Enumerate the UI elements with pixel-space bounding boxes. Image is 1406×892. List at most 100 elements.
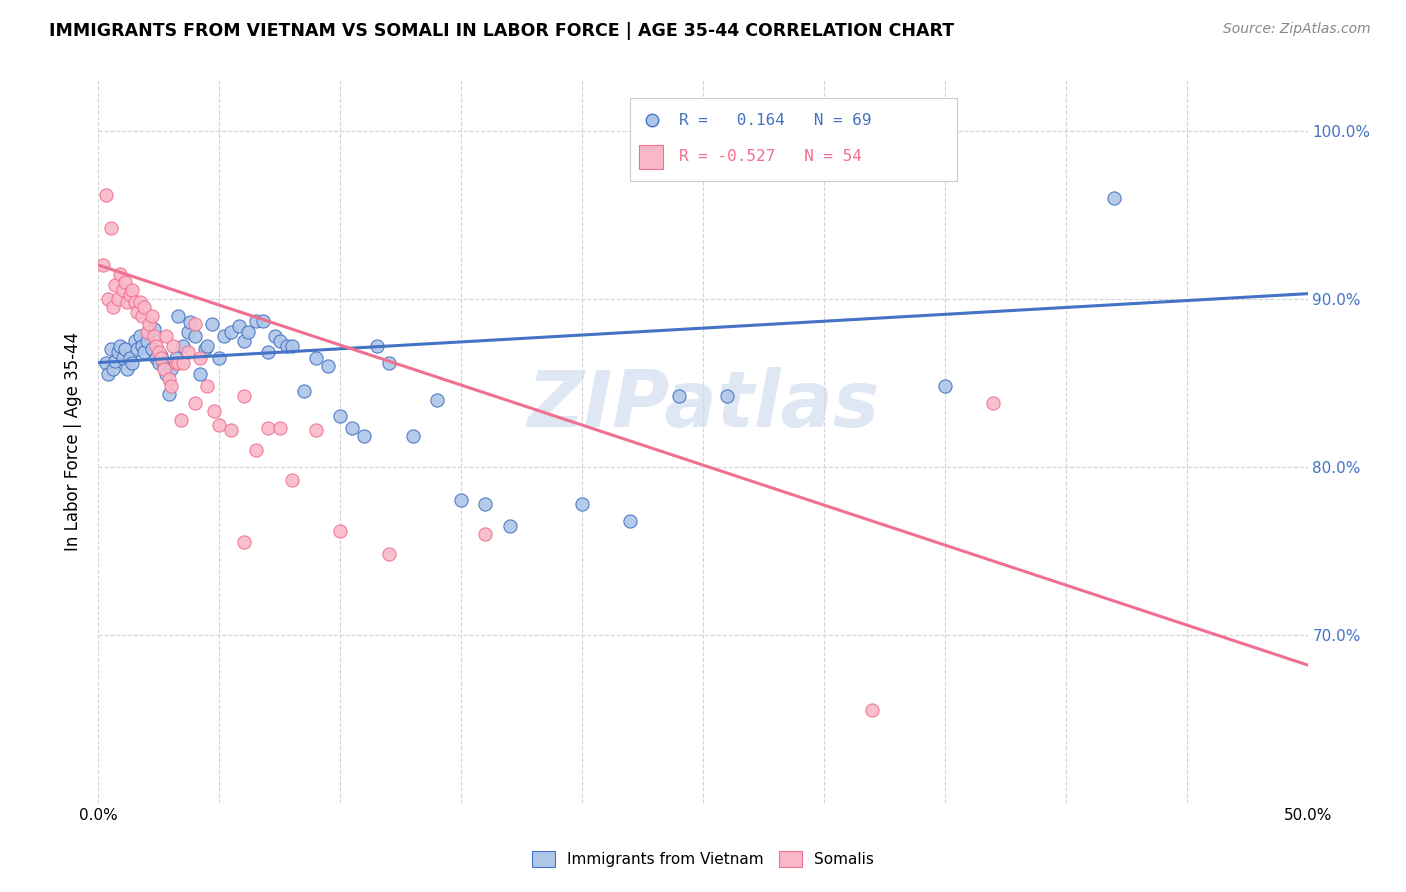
Y-axis label: In Labor Force | Age 35-44: In Labor Force | Age 35-44 bbox=[65, 332, 83, 551]
Point bbox=[124, 295, 146, 310]
Point bbox=[94, 187, 117, 202]
Point bbox=[157, 372, 180, 386]
Point bbox=[184, 317, 207, 331]
Point bbox=[131, 309, 153, 323]
Point bbox=[135, 326, 157, 340]
Point bbox=[100, 342, 122, 356]
Point bbox=[114, 342, 136, 356]
Point bbox=[141, 342, 163, 356]
Point bbox=[141, 309, 163, 323]
Point bbox=[111, 351, 134, 365]
Point bbox=[201, 317, 224, 331]
Point bbox=[143, 328, 166, 343]
Point bbox=[127, 342, 149, 356]
Point bbox=[450, 493, 472, 508]
Point bbox=[148, 345, 170, 359]
FancyBboxPatch shape bbox=[630, 98, 957, 181]
Point bbox=[316, 359, 339, 373]
Point bbox=[121, 283, 143, 297]
Point bbox=[94, 355, 117, 369]
Point bbox=[121, 355, 143, 369]
Point bbox=[97, 368, 120, 382]
Point bbox=[245, 442, 267, 457]
Point bbox=[1102, 191, 1125, 205]
Point bbox=[131, 339, 153, 353]
Point bbox=[402, 429, 425, 443]
Point bbox=[160, 379, 183, 393]
Point bbox=[208, 351, 231, 365]
Point bbox=[238, 326, 260, 340]
Point bbox=[135, 334, 157, 348]
Point bbox=[195, 379, 218, 393]
Point bbox=[474, 527, 496, 541]
Point bbox=[184, 396, 207, 410]
Point bbox=[366, 339, 388, 353]
Point bbox=[145, 339, 167, 353]
Point bbox=[108, 267, 131, 281]
Text: Source: ZipAtlas.com: Source: ZipAtlas.com bbox=[1223, 22, 1371, 37]
Point bbox=[134, 345, 156, 359]
Point bbox=[281, 473, 304, 487]
Point bbox=[165, 351, 187, 365]
Point bbox=[342, 421, 364, 435]
Point bbox=[269, 421, 291, 435]
Point bbox=[167, 309, 190, 323]
Point bbox=[305, 423, 328, 437]
FancyBboxPatch shape bbox=[638, 145, 664, 169]
Point bbox=[152, 359, 174, 373]
Point bbox=[162, 339, 184, 353]
Point bbox=[118, 288, 141, 302]
Point bbox=[221, 326, 243, 340]
Point bbox=[329, 409, 352, 424]
Point bbox=[981, 396, 1004, 410]
Point bbox=[91, 258, 114, 272]
Point bbox=[169, 413, 191, 427]
Legend: Immigrants from Vietnam, Somalis: Immigrants from Vietnam, Somalis bbox=[531, 852, 875, 867]
Text: R =   0.164   N = 69: R = 0.164 N = 69 bbox=[679, 112, 872, 128]
Point bbox=[474, 497, 496, 511]
Point bbox=[716, 389, 738, 403]
Point bbox=[329, 524, 352, 538]
Point bbox=[426, 392, 449, 407]
Point bbox=[668, 389, 690, 403]
Point bbox=[188, 351, 211, 365]
Point bbox=[157, 387, 180, 401]
Point bbox=[264, 328, 287, 343]
Point bbox=[184, 328, 207, 343]
Point bbox=[107, 292, 129, 306]
Point bbox=[143, 322, 166, 336]
Point bbox=[221, 423, 243, 437]
Point bbox=[177, 326, 200, 340]
Point bbox=[208, 417, 231, 432]
Point bbox=[245, 313, 267, 327]
Point bbox=[145, 351, 167, 365]
Point bbox=[204, 404, 226, 418]
Point bbox=[212, 328, 235, 343]
Point bbox=[232, 535, 254, 549]
Point bbox=[177, 345, 200, 359]
Point bbox=[160, 362, 183, 376]
Point bbox=[167, 355, 190, 369]
Point bbox=[134, 300, 156, 314]
Point bbox=[305, 351, 328, 365]
Point bbox=[172, 339, 194, 353]
Point bbox=[934, 379, 956, 393]
Point bbox=[101, 362, 124, 376]
Point bbox=[114, 275, 136, 289]
Point bbox=[155, 328, 177, 343]
Point bbox=[195, 339, 218, 353]
Point bbox=[276, 339, 298, 353]
Point bbox=[97, 292, 120, 306]
Point bbox=[188, 368, 211, 382]
Point bbox=[152, 362, 174, 376]
Point bbox=[148, 355, 170, 369]
Point bbox=[172, 355, 194, 369]
Point bbox=[228, 318, 250, 333]
Point bbox=[232, 389, 254, 403]
Point bbox=[101, 300, 124, 314]
Point bbox=[252, 313, 274, 327]
Point bbox=[860, 703, 883, 717]
Point bbox=[127, 305, 149, 319]
Point bbox=[165, 355, 187, 369]
Point bbox=[107, 345, 129, 359]
